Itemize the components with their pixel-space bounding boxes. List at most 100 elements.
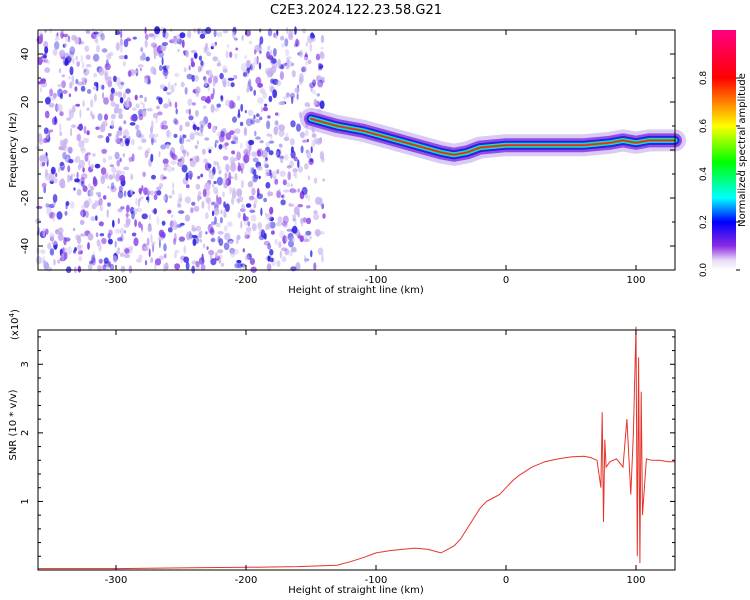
colorbar-tick-label: 0.4 bbox=[699, 167, 709, 182]
noise-speck bbox=[265, 182, 271, 189]
noise-speck bbox=[184, 121, 190, 127]
noise-speck bbox=[185, 172, 189, 181]
noise-speck bbox=[216, 31, 223, 38]
noise-speck bbox=[291, 70, 296, 78]
noise-speck bbox=[68, 50, 74, 58]
noise-speck bbox=[312, 89, 317, 95]
noise-speck bbox=[204, 137, 210, 141]
noise-speck bbox=[92, 27, 95, 37]
noise-speck bbox=[37, 56, 43, 66]
noise-speck bbox=[216, 254, 223, 260]
noise-speck bbox=[59, 139, 66, 148]
noise-speck bbox=[150, 257, 154, 264]
noise-speck bbox=[305, 230, 312, 236]
noise-speck bbox=[200, 60, 204, 66]
noise-speck bbox=[250, 62, 255, 71]
noise-speck bbox=[301, 28, 307, 34]
colorbar-tick-label: 0.2 bbox=[699, 215, 709, 229]
noise-speck bbox=[289, 236, 296, 243]
noise-speck bbox=[251, 179, 257, 183]
noise-speck bbox=[289, 138, 295, 146]
bottom-y-ticks: 1 2 3 bbox=[20, 336, 675, 557]
noise-speck bbox=[122, 153, 125, 158]
noise-speck bbox=[47, 60, 50, 65]
noise-speck bbox=[152, 241, 156, 245]
noise-speck bbox=[101, 121, 108, 127]
noise-speck bbox=[128, 136, 131, 141]
noise-speck bbox=[48, 102, 55, 108]
noise-speck bbox=[210, 93, 214, 100]
noise-speck bbox=[103, 261, 110, 268]
noise-speck bbox=[112, 255, 118, 263]
noise-speck bbox=[250, 214, 257, 222]
noise-speck bbox=[81, 77, 86, 81]
noise-speck bbox=[193, 205, 200, 212]
noise-speck bbox=[279, 154, 284, 164]
noise-speck bbox=[98, 221, 104, 227]
noise-speck bbox=[97, 200, 100, 207]
noise-speck bbox=[82, 137, 90, 143]
noise-speck bbox=[42, 155, 49, 163]
noise-speck bbox=[218, 170, 222, 174]
noise-speck bbox=[115, 173, 121, 182]
noise-speck bbox=[138, 108, 144, 117]
noise-speck bbox=[163, 103, 169, 109]
noise-speck bbox=[160, 144, 167, 150]
noise-speck bbox=[101, 84, 105, 90]
noise-speck bbox=[287, 232, 294, 241]
noise-speck bbox=[272, 89, 278, 99]
noise-speck bbox=[195, 86, 201, 94]
noise-speck bbox=[207, 163, 212, 169]
noise-speck bbox=[242, 248, 245, 253]
noise-speck bbox=[213, 207, 220, 216]
noise-speck bbox=[150, 190, 155, 197]
noise-speck bbox=[231, 197, 235, 205]
noise-speck bbox=[248, 196, 253, 202]
noise-speck bbox=[99, 233, 105, 237]
noise-speck bbox=[40, 78, 46, 84]
noise-speck bbox=[50, 97, 56, 101]
noise-speck bbox=[266, 133, 272, 137]
noise-speck bbox=[219, 166, 222, 175]
noise-speck bbox=[174, 82, 177, 87]
noise-speck bbox=[125, 139, 130, 147]
noise-speck bbox=[79, 219, 85, 226]
noise-speck bbox=[252, 173, 259, 183]
x-tick-label: -100 bbox=[365, 275, 388, 286]
noise-speck bbox=[75, 155, 81, 163]
noise-speck bbox=[294, 43, 298, 48]
noise-speck bbox=[175, 108, 178, 115]
noise-speck bbox=[82, 100, 85, 107]
noise-speck bbox=[210, 237, 216, 243]
noise-speck bbox=[267, 74, 272, 78]
noise-speck bbox=[274, 121, 277, 125]
noise-speck bbox=[200, 173, 204, 178]
noise-speck bbox=[97, 113, 103, 121]
noise-speck bbox=[124, 248, 130, 254]
noise-speck bbox=[154, 258, 162, 266]
noise-speck bbox=[95, 126, 100, 130]
noise-speck bbox=[59, 123, 62, 133]
noise-speck bbox=[129, 245, 134, 251]
noise-speck bbox=[103, 257, 109, 264]
noise-speck bbox=[101, 48, 108, 53]
noise-speck bbox=[161, 41, 169, 46]
noise-speck bbox=[45, 203, 50, 208]
noise-speck bbox=[84, 45, 90, 52]
noise-speck bbox=[163, 28, 167, 34]
noise-speck bbox=[229, 247, 235, 255]
noise-speck bbox=[190, 134, 194, 140]
noise-speck bbox=[107, 232, 111, 239]
bottom-x-ticks: -300 -200 -100 0 100 bbox=[105, 330, 646, 586]
noise-speck bbox=[63, 42, 68, 48]
noise-speck bbox=[77, 244, 82, 251]
noise-speck bbox=[94, 93, 97, 102]
noise-speck bbox=[100, 167, 107, 175]
top-y-axis-label: Frequency (Hz) bbox=[8, 112, 19, 188]
noise-speck bbox=[213, 186, 218, 194]
noise-speck bbox=[168, 195, 173, 199]
signal-band-5 bbox=[310, 118, 676, 156]
noise-speck bbox=[273, 126, 279, 136]
noise-speck bbox=[98, 67, 105, 76]
noise-speck bbox=[191, 201, 196, 206]
